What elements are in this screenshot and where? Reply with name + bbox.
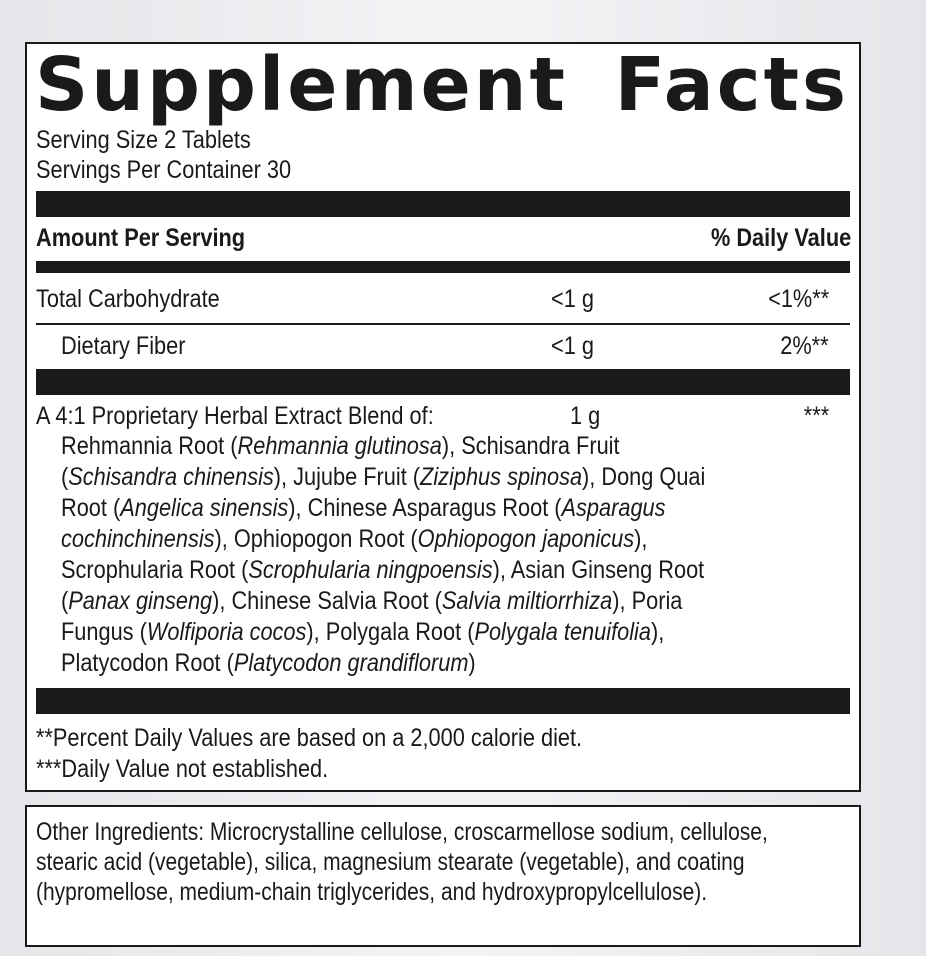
- botanical-name: Platycodon grandiflorum: [233, 649, 469, 677]
- ingredient-text: (: [61, 463, 69, 491]
- amount-per-serving-header: Amount Per Serving: [36, 224, 246, 252]
- other-ingredients-panel: Other Ingredients: Microcrystalline cell…: [25, 805, 861, 947]
- botanical-name: Angelica sinensis: [120, 494, 289, 522]
- ingredient-text: Fungus (: [61, 618, 147, 646]
- blend-ingredient-line: (Schisandra chinensis), Jujube Fruit (Zi…: [61, 463, 705, 492]
- botanical-name: Wolfiporia cocos: [146, 618, 307, 646]
- botanical-name: Scrophularia ningpoensis: [248, 556, 493, 584]
- ingredient-text: ), Poria: [612, 587, 683, 615]
- divider-bar: [36, 688, 850, 714]
- botanical-name: Schisandra chinensis: [68, 463, 274, 491]
- ingredient-text: ), Jujube Fruit (: [273, 463, 421, 491]
- ingredient-text: Scrophularia Root (: [61, 556, 249, 584]
- blend-ingredient-line: cochinchinensis), Ophiopogon Root (Ophio…: [61, 525, 647, 554]
- blend-ingredient-line: (Panax ginseng), Chinese Salvia Root (Sa…: [61, 587, 682, 616]
- divider-bar: [36, 261, 850, 273]
- ingredient-text: ), Dong Quai: [582, 463, 706, 491]
- ingredient-text: ),: [650, 618, 665, 646]
- supplement-facts-panel: Supplement Facts Serving Size 2 Tablets …: [25, 42, 861, 792]
- ingredient-text: (: [61, 587, 69, 615]
- botanical-name: Ziziphus spinosa: [420, 463, 583, 491]
- nutrient-amount: <1 g: [551, 285, 594, 313]
- ingredient-text: Rehmannia Root (: [61, 432, 238, 460]
- blend-dv: ***: [803, 402, 829, 430]
- botanical-name: Panax ginseng: [68, 587, 213, 615]
- other-ingredients-line: stearic acid (vegetable), silica, magnes…: [36, 848, 745, 876]
- blend-name: A 4:1 Proprietary Herbal Extract Blend o…: [36, 402, 434, 430]
- other-ingredients-line: Other Ingredients: Microcrystalline cell…: [36, 818, 768, 846]
- ingredient-text: ), Chinese Salvia Root (: [212, 587, 442, 615]
- panel-title: Supplement Facts: [35, 42, 850, 128]
- ingredient-text: ), Ophiopogon Root (: [214, 525, 418, 553]
- blend-ingredient-line: Fungus (Wolfiporia cocos), Polygala Root…: [61, 618, 664, 647]
- footnote: ***Daily Value not established.: [36, 755, 329, 783]
- divider-bar: [36, 369, 850, 395]
- blend-ingredient-line: Rehmannia Root (Rehmannia glutinosa), Sc…: [61, 432, 620, 461]
- blend-ingredient-line: Scrophularia Root (Scrophularia ningpoen…: [61, 556, 704, 585]
- divider-line: [36, 323, 850, 325]
- servings-per-container: Servings Per Container 30: [36, 156, 292, 184]
- other-ingredients-line: (hypromellose, medium-chain triglyceride…: [36, 878, 708, 906]
- botanical-name: Asparagus: [561, 494, 666, 522]
- daily-value-header: % Daily Value: [710, 224, 851, 252]
- nutrient-name: Total Carbohydrate: [36, 285, 220, 313]
- ingredient-text: ), Chinese Asparagus Root (: [288, 494, 562, 522]
- nutrient-name: Dietary Fiber: [61, 332, 186, 360]
- ingredient-text: ),: [634, 525, 648, 553]
- botanical-name: Salvia miltiorrhiza: [441, 587, 613, 615]
- botanical-name: Rehmannia glutinosa: [237, 432, 442, 460]
- ingredient-text: Root (: [61, 494, 121, 522]
- nutrient-dv: 2%**: [780, 332, 829, 360]
- ingredient-text: ), Schisandra Fruit: [441, 432, 620, 460]
- botanical-name: Ophiopogon japonicus: [417, 525, 635, 553]
- blend-ingredient-line: Platycodon Root (Platycodon grandiflorum…: [61, 649, 476, 678]
- ingredient-text: ), Asian Ginseng Root: [492, 556, 705, 584]
- ingredient-text: ), Polygala Root (: [306, 618, 475, 646]
- footnote: **Percent Daily Values are based on a 2,…: [36, 724, 583, 752]
- botanical-name: cochinchinensis: [61, 525, 215, 553]
- divider-bar: [36, 191, 850, 217]
- blend-amount: 1 g: [570, 402, 601, 430]
- nutrient-dv: <1%**: [767, 285, 829, 313]
- serving-size: Serving Size 2 Tablets: [36, 126, 251, 154]
- blend-ingredient-line: Root (Angelica sinensis), Chinese Aspara…: [61, 494, 666, 523]
- ingredient-text: ): [468, 649, 476, 677]
- nutrient-amount: <1 g: [551, 332, 594, 360]
- ingredient-text: Platycodon Root (: [61, 649, 234, 677]
- botanical-name: Polygala tenuifolia: [474, 618, 651, 646]
